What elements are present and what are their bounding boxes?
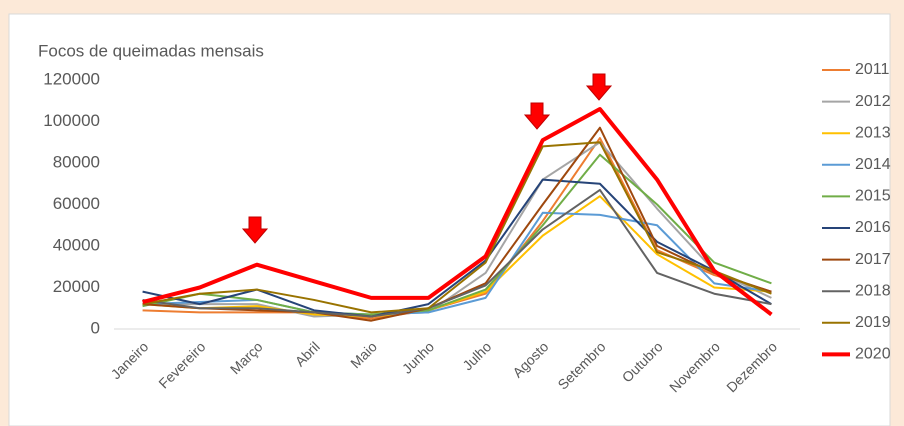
legend-label: 2011: [855, 61, 890, 78]
y-tick-label: 80000: [53, 152, 100, 171]
series-line: [142, 141, 772, 318]
legend-label: 2014: [855, 156, 891, 173]
arrow: [523, 102, 551, 130]
arrows: [241, 73, 613, 244]
series-line: [142, 153, 772, 316]
series-line: [142, 188, 772, 318]
chart-title: Focos de queimadas mensais: [38, 41, 264, 60]
series-line: [142, 178, 772, 318]
y-tick-label: 100000: [43, 111, 100, 130]
y-tick-label: 60000: [53, 194, 100, 213]
arrow: [241, 216, 269, 244]
series-line: [142, 211, 772, 316]
y-tick-label: 20000: [53, 277, 100, 296]
series-line: [142, 107, 773, 317]
y-tick-label: 40000: [53, 235, 100, 254]
y-tick-label: 120000: [43, 69, 100, 88]
legend-label: 2018: [855, 282, 891, 299]
legend-label: 2015: [855, 188, 891, 205]
legend-label: 2013: [855, 124, 891, 141]
y-tick-label: 0: [91, 318, 100, 337]
arrow: [585, 73, 613, 101]
legend-label: 2017: [855, 251, 891, 268]
chart-area: [8, 13, 891, 426]
legend-label: 2016: [855, 219, 891, 236]
legend-label: 2019: [855, 314, 891, 331]
legend-label: 2012: [855, 93, 891, 110]
series-line: [142, 141, 772, 314]
legend-label: 2020: [855, 346, 891, 363]
